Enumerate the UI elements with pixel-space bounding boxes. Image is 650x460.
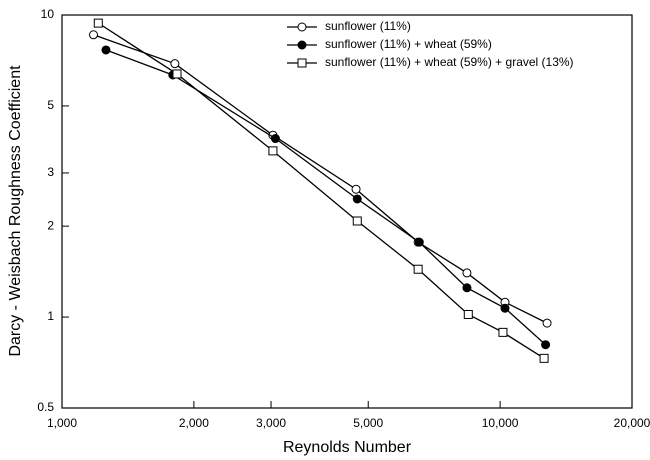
series-line (105, 49, 547, 346)
marker (462, 268, 472, 278)
marker (414, 237, 424, 247)
marker (498, 327, 508, 337)
legend-label: sunflower (11%) + wheat (59%) (325, 37, 492, 51)
x-axis-label: Reynolds Number (283, 439, 412, 456)
x-tick-label: 2,000 (179, 416, 209, 430)
y-tick-label: 10 (41, 7, 55, 21)
marker (172, 69, 182, 79)
marker (352, 194, 362, 204)
marker (93, 18, 103, 28)
marker (88, 30, 98, 40)
marker (462, 283, 472, 293)
marker (101, 45, 111, 55)
x-tick-label: 20,000 (614, 416, 650, 430)
y-tick-label: 3 (47, 165, 54, 179)
marker (413, 264, 423, 274)
marker (541, 340, 551, 350)
marker (352, 216, 362, 226)
series-line (97, 22, 545, 359)
y-tick-label: 0.5 (37, 400, 54, 414)
marker (268, 146, 278, 156)
legend-label: sunflower (11%) (325, 19, 411, 33)
marker (351, 184, 361, 194)
marker (500, 303, 510, 313)
legend-marker (297, 40, 307, 50)
plot-frame (61, 14, 633, 409)
y-axis-label: Darcy - Weisbach Roughness Coefficient (7, 65, 24, 357)
y-tick-label: 1 (47, 309, 54, 323)
x-tick-label: 1,000 (47, 416, 77, 430)
marker (463, 309, 473, 319)
legend-label: sunflower (11%) + wheat (59%) + gravel (… (325, 55, 574, 69)
marker (542, 318, 552, 328)
marker (270, 134, 280, 144)
legend-marker (297, 22, 307, 32)
x-tick-label: 10,000 (482, 416, 519, 430)
y-tick-label: 5 (47, 98, 54, 112)
series-line (93, 34, 548, 324)
x-tick-label: 3,000 (256, 416, 286, 430)
marker (170, 59, 180, 69)
marker (539, 353, 549, 363)
legend-marker (297, 58, 307, 68)
x-tick-label: 5,000 (353, 416, 383, 430)
y-tick-label: 2 (47, 218, 54, 232)
